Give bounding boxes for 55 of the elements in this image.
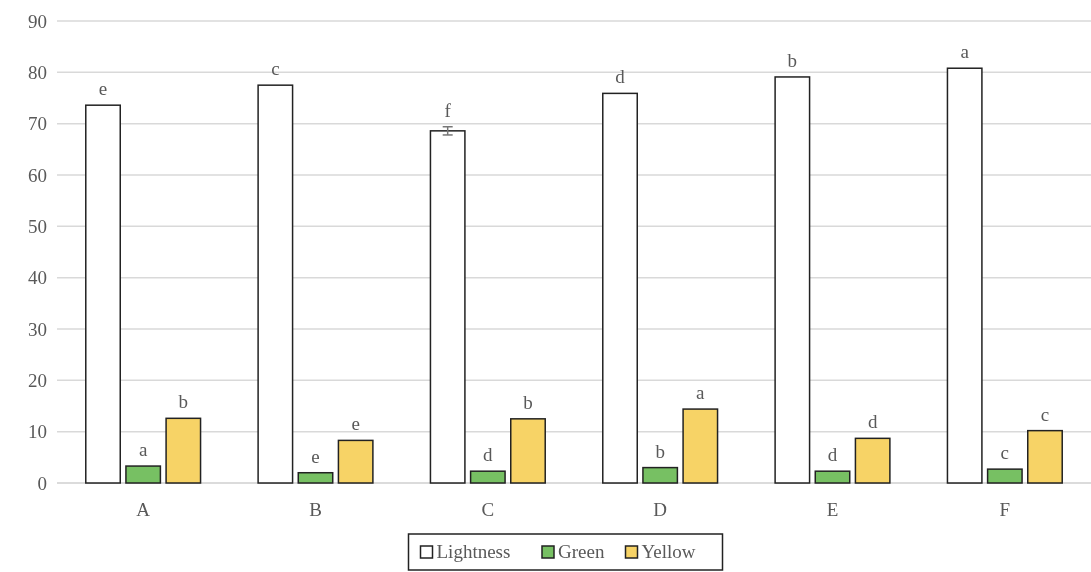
y-tick-label: 60 xyxy=(28,164,47,186)
bar xyxy=(854,437,891,484)
data-label: d xyxy=(615,66,626,88)
y-tick-label: 0 xyxy=(37,472,47,494)
bar xyxy=(297,471,334,484)
bar xyxy=(986,468,1023,484)
data-label: e xyxy=(351,413,360,435)
y-tick-label: 10 xyxy=(28,421,47,443)
bar xyxy=(946,67,983,484)
legend-label: Yellow xyxy=(641,541,696,562)
legend-label: Lightness xyxy=(436,541,511,562)
x-tick-label: C xyxy=(481,499,495,520)
data-label: e xyxy=(98,78,108,100)
y-tick-label: 90 xyxy=(28,10,47,32)
bar xyxy=(125,465,162,484)
bar xyxy=(85,104,121,484)
data-label: e xyxy=(311,445,320,467)
bar xyxy=(642,466,679,484)
data-label: d xyxy=(483,444,494,466)
y-tick-label: 20 xyxy=(28,369,47,391)
data-label: b xyxy=(178,391,189,413)
x-tick-label: F xyxy=(999,499,1011,520)
data-label: d xyxy=(827,444,838,466)
x-tick-label: D xyxy=(653,499,668,520)
bar xyxy=(337,439,374,484)
y-tick-label: 80 xyxy=(28,61,47,83)
x-tick-label: E xyxy=(826,499,839,520)
bar xyxy=(602,92,638,484)
bar xyxy=(774,76,811,484)
y-tick-label: 40 xyxy=(28,267,47,289)
data-label: c xyxy=(271,58,280,80)
bar xyxy=(510,418,546,484)
data-label: b xyxy=(787,49,798,71)
data-label: c xyxy=(1000,442,1010,464)
data-label: f xyxy=(444,99,452,121)
bar xyxy=(165,417,202,484)
y-tick-label: 50 xyxy=(28,215,47,237)
data-label: a xyxy=(138,439,148,461)
x-tick-label: B xyxy=(309,499,322,520)
data-label: d xyxy=(867,411,878,433)
data-label: a xyxy=(960,41,970,63)
y-tick-label: 30 xyxy=(28,318,47,340)
bar xyxy=(429,130,466,484)
bar xyxy=(1027,429,1063,484)
bar xyxy=(469,470,506,484)
bar xyxy=(682,408,719,484)
x-tick-label: A xyxy=(136,499,151,520)
bar xyxy=(814,470,851,484)
data-label: c xyxy=(1040,403,1050,425)
data-label: b xyxy=(655,440,665,462)
y-tick-label: 70 xyxy=(28,113,47,135)
bar xyxy=(257,84,294,484)
data-label: a xyxy=(696,382,706,404)
legend-label: Green xyxy=(558,541,605,562)
data-label: b xyxy=(523,391,533,413)
